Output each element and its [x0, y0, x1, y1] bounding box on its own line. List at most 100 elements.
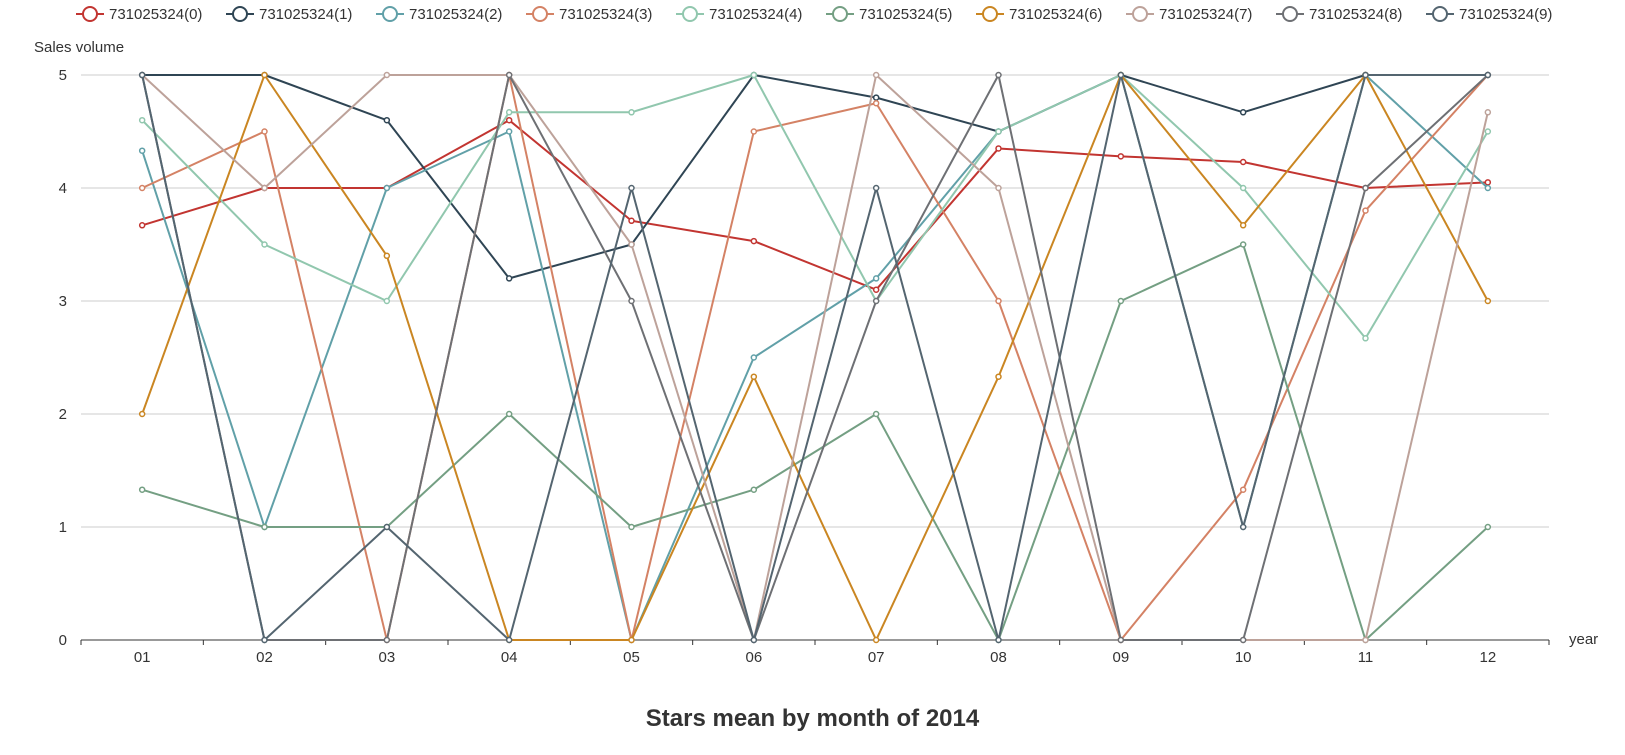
x-tick-label: 04: [501, 649, 518, 666]
data-point: [872, 410, 880, 418]
data-point: [138, 486, 146, 493]
legend-item[interactable]: 731025324(5): [826, 6, 952, 23]
data-point: [872, 100, 880, 107]
y-tick-label: 4: [59, 180, 67, 197]
data-point: [1362, 636, 1369, 644]
data-point: [995, 636, 1002, 644]
data-point: [628, 241, 635, 248]
x-tick-label: 02: [256, 649, 273, 666]
legend-item[interactable]: 731025324(3): [526, 6, 652, 23]
x-tick-label: 11: [1358, 649, 1374, 666]
data-point: [872, 275, 880, 282]
data-point: [138, 222, 146, 229]
series-0: [138, 116, 1492, 293]
data-point: [383, 116, 391, 124]
data-point: [750, 354, 758, 361]
data-point: [1239, 523, 1247, 531]
series-1: [138, 71, 1492, 282]
data-point: [1239, 222, 1247, 229]
data-point: [628, 297, 635, 305]
data-point: [1484, 523, 1492, 531]
data-point: [1362, 335, 1369, 342]
data-point: [505, 128, 513, 135]
series-line: [141, 74, 1488, 641]
legend-marker: [1132, 6, 1148, 22]
series-9: [138, 71, 1492, 644]
y-tick-label: 5: [59, 67, 67, 84]
legend-item[interactable]: 731025324(4): [676, 6, 802, 23]
legend-marker: [982, 6, 998, 22]
data-point: [261, 128, 268, 135]
data-point: [138, 410, 146, 418]
data-point: [995, 184, 1002, 192]
series-7: [138, 71, 1492, 644]
legend-item[interactable]: 731025324(8): [1276, 6, 1402, 23]
x-tick-label: 05: [623, 649, 640, 666]
data-point: [872, 184, 880, 192]
data-point: [1362, 184, 1369, 192]
legend-label: 731025324(0): [109, 6, 202, 23]
x-tick-label: 08: [990, 649, 1007, 666]
data-point: [1484, 109, 1492, 116]
data-point: [383, 252, 391, 260]
data-point: [1239, 109, 1247, 116]
data-point: [383, 523, 391, 531]
legend-label: 731025324(7): [1159, 6, 1252, 23]
legend-item[interactable]: 731025324(9): [1426, 6, 1552, 23]
data-point: [138, 147, 146, 154]
x-tick-label: 07: [868, 649, 885, 666]
series-line: [141, 74, 1489, 641]
data-point: [628, 217, 635, 225]
data-point: [750, 636, 758, 644]
data-point: [750, 71, 758, 79]
series-lines: [138, 71, 1492, 644]
data-point: [1239, 184, 1247, 192]
x-tick-label: 12: [1479, 649, 1496, 666]
data-point: [1484, 184, 1492, 192]
series-5: [138, 241, 1492, 644]
data-point: [1239, 241, 1247, 248]
data-point: [1484, 128, 1492, 135]
data-point: [505, 410, 513, 418]
data-point: [505, 109, 513, 116]
data-point: [383, 636, 391, 644]
legend-label: 731025324(1): [259, 6, 352, 23]
data-point: [750, 373, 758, 380]
data-point: [995, 297, 1002, 305]
legend-marker: [232, 6, 248, 22]
legend-marker: [532, 6, 548, 22]
data-point: [628, 184, 635, 192]
legend-marker: [82, 6, 98, 22]
chart-title: Stars mean by month of 2014: [645, 705, 980, 732]
data-point: [1484, 71, 1492, 79]
y-tick-label: 1: [59, 519, 67, 536]
y-tick-label: 0: [59, 632, 67, 649]
legend-item[interactable]: 731025324(0): [76, 6, 202, 23]
series-line: [141, 74, 1489, 641]
data-point: [261, 241, 268, 248]
legend-label: 731025324(5): [859, 6, 952, 23]
data-point: [872, 94, 880, 101]
legend-item[interactable]: 731025324(7): [1126, 6, 1252, 23]
data-point: [750, 237, 758, 245]
data-point: [1362, 207, 1369, 214]
legend-item[interactable]: 731025324(2): [376, 6, 502, 23]
legend-item[interactable]: 731025324(1): [226, 6, 352, 23]
data-point: [995, 145, 1002, 152]
data-point: [383, 297, 391, 305]
data-point: [995, 373, 1002, 380]
y-axis-title: Sales volume: [34, 39, 124, 56]
data-point: [1484, 179, 1492, 186]
x-axis-title: year: [1569, 631, 1598, 648]
legend-item[interactable]: 731025324(6): [976, 6, 1102, 23]
legend-marker: [1432, 6, 1448, 22]
legend[interactable]: 731025324(0) 731025324(1) 731025324(2) 7310…: [76, 6, 1552, 23]
series-line: [141, 74, 1489, 340]
data-point: [261, 184, 268, 192]
data-point: [505, 636, 513, 644]
series-line: [141, 74, 1489, 641]
series-line: [141, 243, 1489, 641]
data-point: [505, 275, 513, 282]
